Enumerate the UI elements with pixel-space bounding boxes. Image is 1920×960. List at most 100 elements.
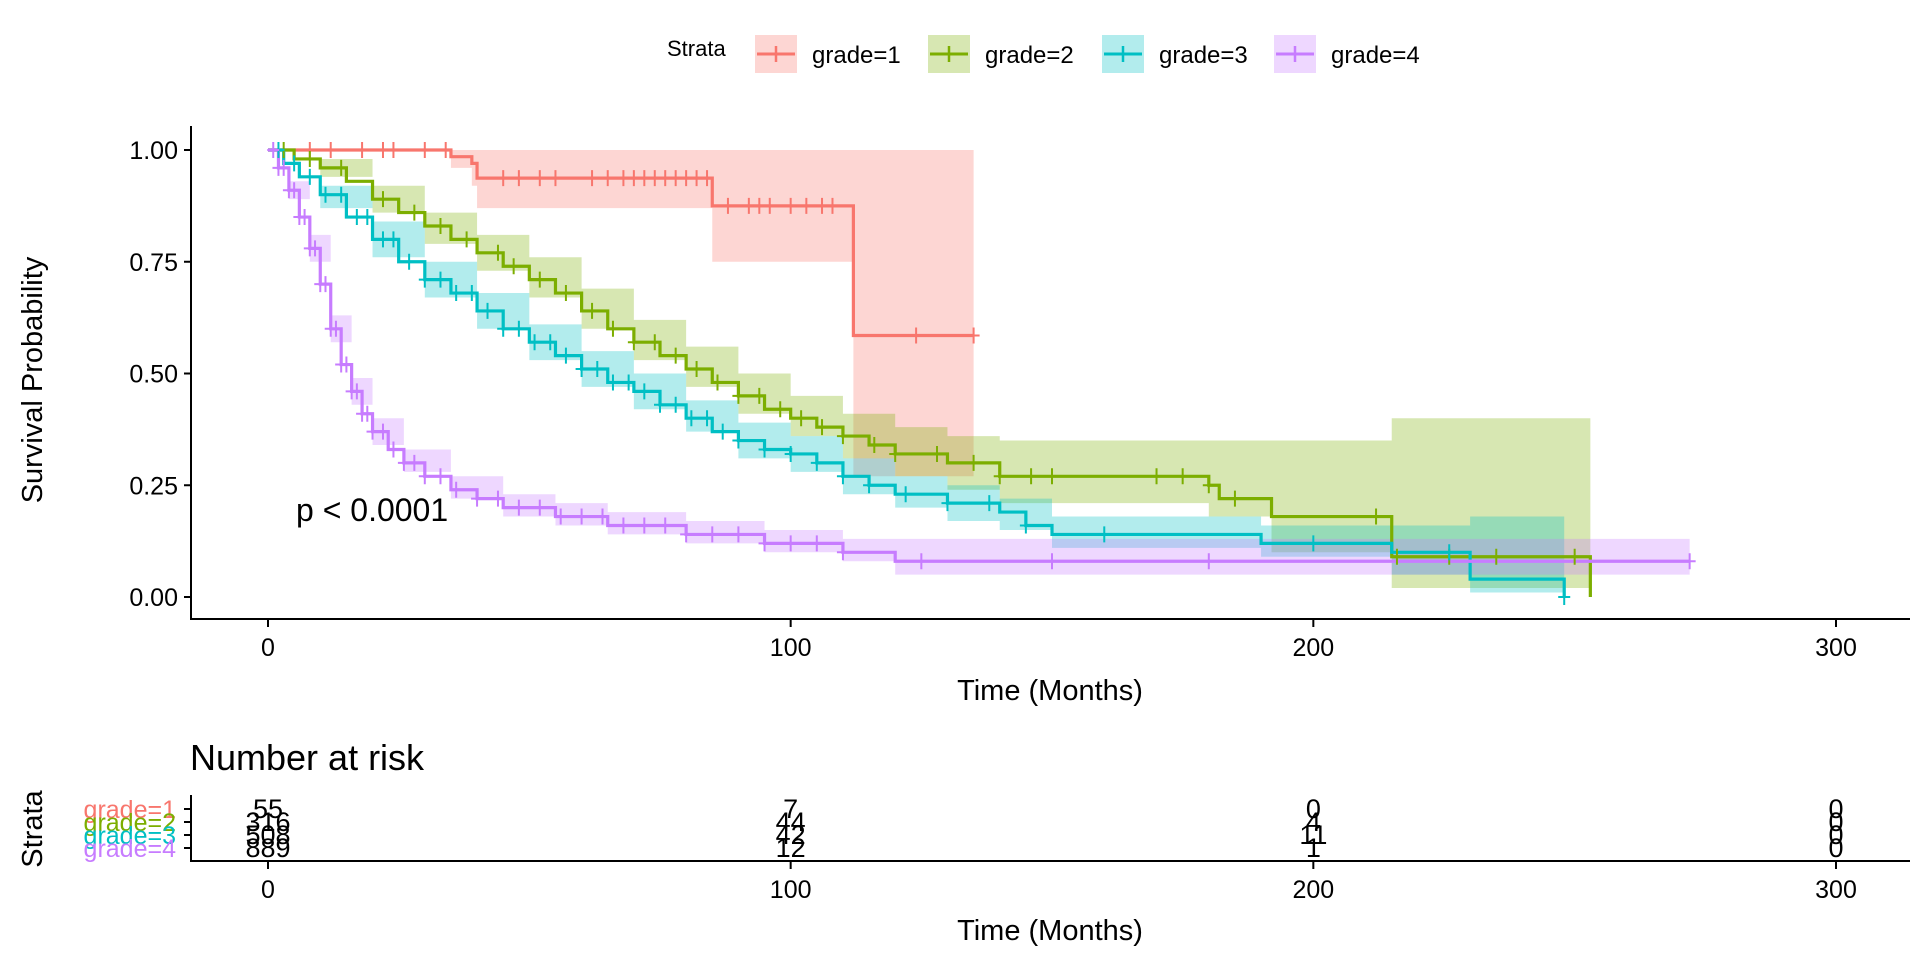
censor-mark-grade=1 bbox=[497, 170, 510, 187]
censor-mark-grade=1 bbox=[826, 197, 839, 214]
censor-mark-grade=2 bbox=[1025, 468, 1038, 485]
censor-mark-grade=1 bbox=[967, 327, 980, 344]
censor-mark-grade=1 bbox=[376, 142, 389, 158]
risk-count: 11 bbox=[1299, 820, 1327, 850]
censor-mark-grade=1 bbox=[439, 142, 452, 158]
censor-mark-grade=2 bbox=[434, 217, 447, 234]
risk-x-tick-label: 100 bbox=[770, 876, 812, 904]
censor-mark-grade=4 bbox=[533, 499, 546, 516]
censor-mark-grade=4 bbox=[638, 517, 651, 534]
censor-mark-grade=4 bbox=[491, 490, 504, 507]
censor-mark-grade=3 bbox=[465, 285, 478, 302]
censor-mark-grade=3 bbox=[418, 271, 431, 288]
censor-mark-grade=1 bbox=[627, 170, 640, 187]
x-tick-label: 0 bbox=[261, 634, 275, 662]
risk-x-tick-label: 0 bbox=[261, 876, 275, 904]
y-tick-label: 0.00 bbox=[129, 584, 178, 612]
censor-mark-grade=3 bbox=[606, 374, 619, 391]
censor-mark-grade=4 bbox=[340, 356, 353, 373]
censor-mark-grade=4 bbox=[418, 468, 431, 485]
censor-mark-grade=3 bbox=[732, 432, 745, 449]
censor-mark-grade=1 bbox=[721, 197, 734, 214]
censor-mark-grade=2 bbox=[774, 401, 787, 418]
censor-mark-grade=1 bbox=[680, 170, 693, 187]
censor-mark-grade=3 bbox=[899, 486, 912, 503]
x-tick-label: 200 bbox=[1292, 634, 1334, 662]
censor-mark-grade=1 bbox=[356, 142, 369, 158]
censor-mark-grade=3 bbox=[810, 454, 823, 471]
survival-plot: 0.00 0.25 0.50 0.75 1.00 0 100 200 300 Survival… bbox=[17, 126, 1910, 707]
risk-count: 42 bbox=[776, 820, 806, 850]
legend-label-grade=1: grade=1 bbox=[812, 42, 901, 69]
censor-mark-grade=3 bbox=[836, 468, 849, 485]
censor-mark-grade=2 bbox=[460, 231, 473, 248]
risk-count: 55 bbox=[253, 794, 283, 824]
censor-mark-grade=1 bbox=[512, 170, 525, 187]
censor-mark-grade=4 bbox=[554, 508, 567, 525]
censor-mark-grade=4 bbox=[277, 159, 290, 176]
censor-mark-grade=3 bbox=[528, 334, 541, 351]
censor-mark-grade=2 bbox=[967, 454, 980, 471]
censor-mark-grade=2 bbox=[335, 159, 348, 176]
censor-mark-grade=3 bbox=[1443, 544, 1456, 561]
p-value-annotation: p < 0.0001 bbox=[296, 492, 448, 528]
y-tick-label: 0.25 bbox=[129, 472, 178, 500]
censor-mark-grade=1 bbox=[800, 197, 813, 214]
censor-mark-grade=2 bbox=[868, 437, 881, 454]
censor-mark-grade=1 bbox=[418, 142, 431, 158]
censor-mark-grade=3 bbox=[434, 271, 447, 288]
censor-mark-grade=4 bbox=[680, 526, 693, 543]
censor-mark-grade=4 bbox=[319, 276, 332, 293]
censor-mark-grade=3 bbox=[1098, 526, 1111, 543]
censor-mark-grade=3 bbox=[303, 168, 316, 185]
censor-mark-grade=4 bbox=[810, 535, 823, 552]
censor-mark-grade=2 bbox=[533, 271, 546, 288]
censor-mark-grade=3 bbox=[544, 334, 557, 351]
risk-table-title: Number at risk bbox=[190, 737, 425, 778]
censor-mark-grade=3 bbox=[622, 374, 635, 391]
y-tick-label: 0.75 bbox=[129, 249, 178, 277]
censor-mark-grade=3 bbox=[512, 320, 525, 337]
censor-mark-grade=2 bbox=[408, 204, 421, 221]
censor-mark-grade=4 bbox=[1683, 553, 1696, 570]
censor-mark-grade=4 bbox=[915, 553, 928, 570]
censor-mark-grade=2 bbox=[889, 445, 902, 462]
censor-mark-grade=2 bbox=[931, 445, 944, 462]
x-tick-label: 100 bbox=[770, 634, 812, 662]
risk-count: 0 bbox=[1828, 794, 1843, 824]
censor-mark-grade=4 bbox=[450, 481, 463, 498]
risk-count: 508 bbox=[245, 820, 290, 850]
legend-label-grade=2: grade=2 bbox=[985, 42, 1074, 69]
censor-mark-grade=2 bbox=[376, 191, 389, 208]
risk-strata-label-grade=1: grade=1 bbox=[84, 796, 176, 824]
censor-mark-grade=2 bbox=[711, 374, 724, 391]
censor-mark-grade=3 bbox=[1019, 517, 1032, 534]
survival-curve-grade=1 bbox=[268, 148, 974, 338]
censor-mark-grade=2 bbox=[690, 361, 703, 378]
risk-count: 889 bbox=[245, 833, 290, 863]
censor-mark-grade=1 bbox=[816, 197, 829, 214]
censor-mark-grade=4 bbox=[350, 383, 363, 400]
censor-mark-grade=1 bbox=[753, 197, 766, 214]
censor-mark-grade=2 bbox=[303, 150, 316, 167]
censor-mark-grade=2 bbox=[795, 410, 808, 427]
censor-mark-grade=2 bbox=[559, 285, 572, 302]
risk-count: 0 bbox=[1828, 820, 1843, 850]
risk-count: 1 bbox=[1306, 833, 1321, 863]
censor-mark-grade=4 bbox=[1046, 553, 1058, 570]
y-axis-label: Survival Probability bbox=[17, 256, 49, 503]
censor-mark-grade=4 bbox=[267, 142, 280, 158]
censor-mark-grade=2 bbox=[669, 347, 682, 364]
censor-mark-grade=3 bbox=[288, 155, 301, 172]
risk-count: 7 bbox=[783, 794, 798, 824]
censor-mark-grade=2 bbox=[993, 468, 1006, 485]
censor-mark-grade=1 bbox=[669, 170, 682, 187]
censor-mark-grade=3 bbox=[784, 445, 797, 462]
risk-strata-label-grade=4: grade=4 bbox=[84, 835, 177, 863]
censor-mark-grade=3 bbox=[638, 383, 651, 400]
censor-mark-grade=2 bbox=[1176, 468, 1189, 485]
censor-mark-grade=2 bbox=[627, 334, 640, 351]
censor-mark-grade=3 bbox=[758, 441, 771, 458]
